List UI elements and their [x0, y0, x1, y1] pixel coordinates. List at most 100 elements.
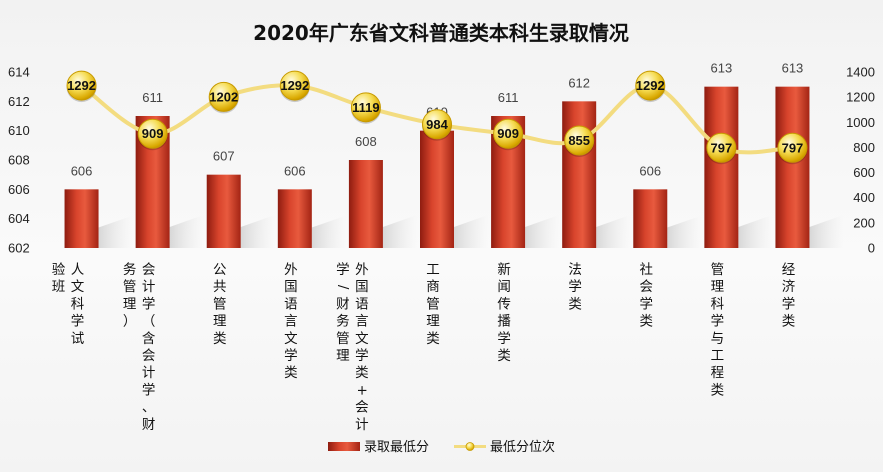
category-char: 类 [355, 365, 369, 381]
legend-line-marker [465, 442, 475, 451]
line-data-label: 1292 [280, 78, 309, 93]
line-marker [350, 92, 381, 123]
category-char: 务 [123, 262, 137, 278]
category-char: 理 [426, 314, 440, 330]
bar-data-label: 607 [213, 149, 235, 164]
line-marker [66, 70, 97, 101]
category-char: 外 [284, 262, 298, 278]
category-char: 学 [336, 262, 350, 278]
category-char: 类 [640, 314, 654, 330]
bar-shadow [809, 215, 844, 248]
bar [420, 130, 454, 248]
line-marker [493, 118, 524, 149]
left-tick-label: 602 [8, 241, 30, 256]
category-char: 试 [71, 331, 85, 347]
category-char: 财 [142, 417, 156, 433]
bar-shadow [596, 215, 631, 248]
line-marker [564, 125, 595, 156]
line-marker [635, 70, 666, 101]
left-tick-label: 604 [8, 211, 30, 226]
category-char: 务 [336, 314, 350, 330]
right-tick-label: 1200 [846, 90, 875, 105]
line-data-label: 855 [568, 133, 590, 148]
category-char: 经 [782, 262, 796, 278]
line-data-label: 909 [497, 126, 519, 141]
category-char: 国 [355, 279, 369, 295]
category-char: 学 [568, 279, 582, 295]
category-char: 理 [711, 279, 725, 295]
category-char: 文 [71, 279, 85, 295]
category-char: 类 [568, 296, 582, 312]
line-data-label: 1202 [209, 89, 238, 104]
category-char: 科 [71, 296, 85, 312]
line-marker [777, 132, 808, 163]
category-axis: 人文科学试验班会计学（含会计学、财务管理）公共管理类外国语言文学类外国语言文学类… [52, 262, 796, 433]
right-axis: 0 200 400 600 800 1000 1200 1400 [846, 65, 875, 256]
category-char: 会 [142, 262, 156, 278]
category-char: 言 [355, 314, 369, 330]
bar-data-label: 608 [355, 134, 377, 149]
category-char: 管 [213, 296, 227, 312]
category-char: 文 [284, 331, 298, 347]
category-char: 新 [497, 262, 511, 278]
bar-shadow [738, 215, 773, 248]
category-char: 语 [355, 296, 369, 312]
left-tick-label: 606 [8, 182, 30, 197]
left-axis: 602 604 606 608 610 612 614 [8, 65, 30, 256]
category-char: 共 [213, 279, 227, 295]
category-char: 外 [355, 262, 369, 278]
category-char: 验 [52, 262, 66, 278]
bar-shadow [169, 215, 204, 248]
category-char: 闻 [497, 279, 511, 295]
category-char: 人 [71, 262, 85, 278]
category-char: 含 [142, 331, 156, 347]
left-tick-label: 612 [8, 94, 30, 109]
bar-shadow [667, 215, 702, 248]
category-char: 与 [711, 331, 725, 347]
category-char: 管 [426, 296, 440, 312]
category-char: 法 [568, 262, 582, 278]
bar-shadow [382, 215, 417, 248]
category-char: 类 [711, 382, 725, 398]
right-tick-label: 1400 [846, 65, 875, 80]
line-data-label: 984 [426, 117, 448, 132]
bar-shadow [454, 215, 488, 248]
line-marker [706, 132, 737, 163]
bar-shadow [311, 215, 346, 248]
bar [775, 86, 810, 249]
bar-data-label: 613 [711, 61, 733, 76]
category-char: 计 [355, 417, 369, 433]
category-char: 计 [142, 365, 156, 381]
category-char: 会 [142, 348, 156, 364]
line-marker [208, 81, 239, 112]
category-char: （ [142, 314, 156, 330]
bar [277, 189, 312, 248]
category-char: 言 [284, 314, 298, 330]
category-char: 类 [782, 314, 796, 330]
category-char: 学 [71, 314, 85, 330]
legend: 录取最低分 最低分位次 [328, 439, 555, 455]
category-char: 会 [355, 400, 369, 416]
category-char: 学 [142, 382, 156, 398]
category-char: 计 [142, 279, 156, 295]
right-tick-label: 200 [853, 215, 875, 230]
category-char: 国 [284, 279, 298, 295]
line-data-label: 1292 [636, 78, 665, 93]
category-char: 科 [711, 296, 725, 312]
category-char: 管 [336, 331, 350, 347]
bar-data-label: 613 [782, 61, 804, 76]
line-marker [422, 109, 452, 140]
bar-data-label: 611 [498, 90, 519, 105]
bar [64, 189, 99, 248]
legend-bar-label: 录取最低分 [364, 440, 429, 455]
category-char: 学 [497, 331, 511, 347]
bar-shadow [98, 215, 133, 248]
category-char: 文 [355, 331, 369, 347]
